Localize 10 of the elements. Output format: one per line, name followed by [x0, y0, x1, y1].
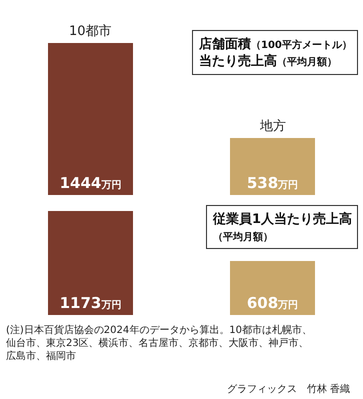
chart-title: 店舗面積（100平方メートル）当たり売上高（平均月額） [198, 36, 352, 69]
text: グラフィックス 竹林 香織 [227, 383, 350, 395]
text: (注)日本百貨店協会の2024年のデータから算出。10都市は札幌市、仙台市、東京23区、横浜市、名古屋市、京都市、大阪市、神戸市、広島市、福岡市 [6, 324, 312, 362]
data-label: 1173万円 [60, 294, 122, 312]
data-label: 1444万円 [60, 174, 122, 192]
x-tick-label: 10都市 [69, 24, 112, 39]
data-label: 538万円 [246, 174, 298, 192]
text: 従業員1人当たり売上高（平均月額） [212, 211, 352, 243]
x-tick-label: 地方 [259, 118, 286, 134]
data-label: 608万円 [246, 294, 298, 312]
